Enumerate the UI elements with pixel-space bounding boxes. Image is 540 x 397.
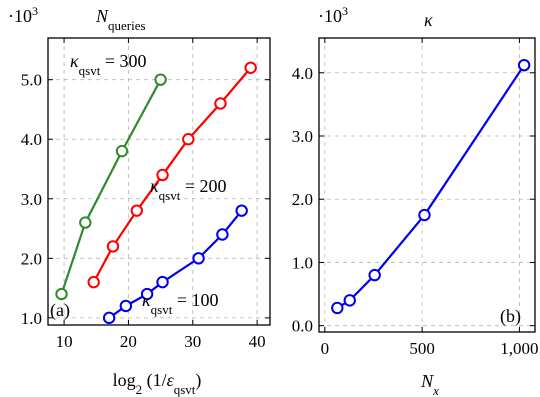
panel-a-y-tick-label: 5.0 [21, 71, 42, 90]
panel-a-y-tick-label: 4.0 [21, 130, 42, 149]
panel-b-x-tick-label: 1,000 [500, 339, 538, 358]
panel-a-title: Nqueries [95, 6, 146, 33]
panel-a-series-2-point [156, 275, 169, 289]
panel-b-y-tick-label: 0.0 [292, 317, 313, 336]
panel-a-series-2-point [119, 299, 133, 313]
panel-a-series-0-point [55, 287, 68, 301]
series-label-kappa-300: κqsvt = 300 [70, 51, 146, 78]
panel-b-y-tick-label: 4.0 [292, 64, 313, 83]
panel-a-label: (a) [50, 300, 70, 321]
panel-b-series-0-line [336, 64, 526, 309]
panel-a-series-1-point [87, 275, 100, 289]
panel-b-series-0-point [331, 301, 344, 315]
panel-a-y-tick-label: 1.0 [21, 309, 42, 328]
panel-a-y-tick-label: 3.0 [21, 190, 42, 209]
panel-b-title: κ [424, 10, 433, 30]
panel-a-series-1-point [106, 240, 120, 253]
series-label-kappa-100: κqsvt = 100 [142, 290, 218, 317]
panel-b-y-tick-label: 1.0 [292, 253, 313, 272]
panel-b-x-tick-label: 500 [409, 339, 435, 358]
panel-a-series-1-point [156, 168, 169, 182]
panel-a-series-2-point [216, 228, 229, 241]
panel-a-series-1-point [244, 61, 257, 74]
panel-a-x-tick-label: 20 [120, 332, 137, 351]
panel-a-scale-note: ·103 [8, 4, 38, 26]
panel-a-x-tick-label: 40 [249, 332, 266, 351]
panel-b-series-0-point [343, 294, 356, 307]
panel-a-frame [47, 37, 271, 326]
panel-a-y-tick-label: 2.0 [21, 249, 42, 268]
panel-a-series-1-point [214, 97, 227, 110]
panel-a-x-tick-label: 30 [184, 332, 201, 351]
panel-b-series-0-point [517, 58, 531, 72]
panel-a-series-0-point [154, 73, 167, 86]
panel-a-x-tick-label: 10 [56, 332, 73, 351]
panel-b-y-tick-label: 3.0 [292, 127, 313, 146]
panel-a-series-1-point [130, 204, 144, 217]
panel-b-scale-note: ·103 [318, 4, 348, 26]
panel-a-series-0-point [115, 144, 129, 158]
panel-b-label: (b) [500, 306, 521, 327]
panel-b-x-axis-label: Nx [420, 371, 439, 397]
panel-b-x-tick-label: 0 [321, 339, 330, 358]
panel-b-series-0-point [368, 268, 381, 282]
panel-a-series-0-point [79, 216, 92, 229]
panel-b-series-0-point [418, 208, 431, 222]
panel-a-series-1-point [182, 133, 195, 146]
panel-b-y-tick-label: 2.0 [292, 190, 313, 209]
series-label-kappa-200: κqsvt = 200 [150, 176, 226, 203]
panel-a-series-2-point [102, 311, 116, 325]
panel-a-series-2-point [192, 252, 205, 265]
panel-a-x-axis-label: log2 (1/εqsvt) [113, 370, 202, 397]
panel-a-series-2-point [235, 204, 248, 217]
panel-a-series-0-line [60, 79, 162, 295]
panel-b-frame [318, 37, 536, 333]
panel-a-series-2-point [140, 287, 154, 301]
